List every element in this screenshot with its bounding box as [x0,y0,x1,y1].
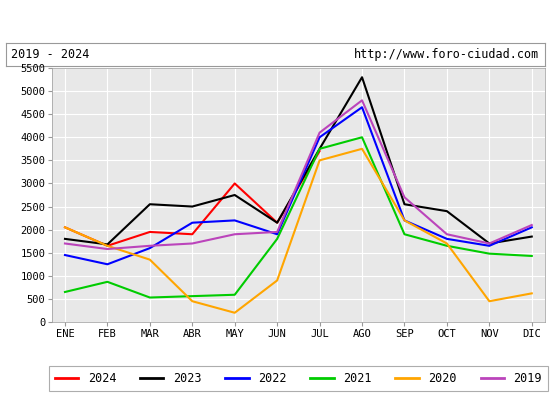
Legend: 2024, 2023, 2022, 2021, 2020, 2019: 2024, 2023, 2022, 2021, 2020, 2019 [49,366,548,391]
Text: Evolucion Nº Turistas Nacionales en el municipio de Cabezón de la Sal: Evolucion Nº Turistas Nacionales en el m… [18,13,532,29]
Text: 2019 - 2024: 2019 - 2024 [11,48,89,61]
Text: http://www.foro-ciudad.com: http://www.foro-ciudad.com [354,48,539,61]
